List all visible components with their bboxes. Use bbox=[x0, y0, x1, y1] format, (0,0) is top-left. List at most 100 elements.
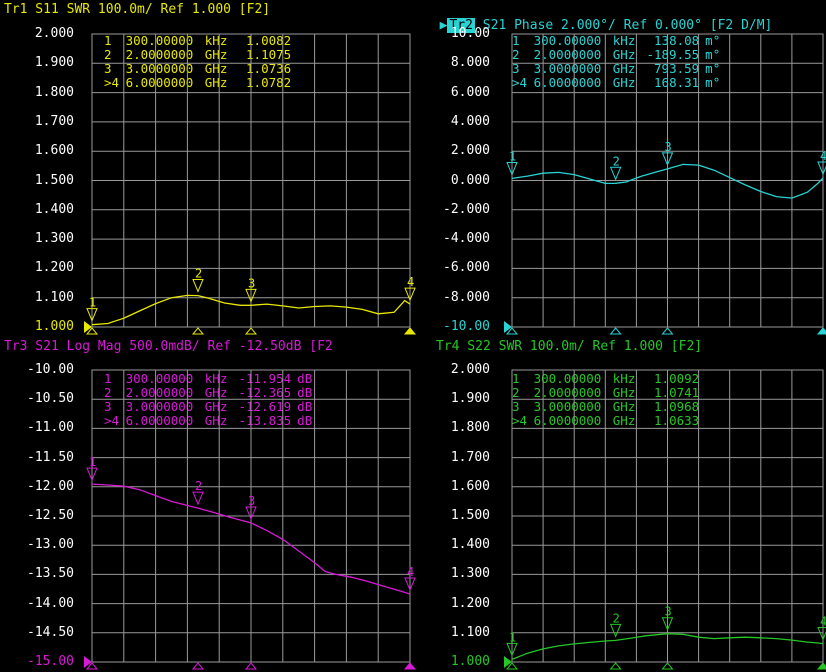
marker-row: 1 300.00000 kHz -11.954 dB bbox=[104, 372, 312, 386]
marker-vunit: m° bbox=[705, 47, 721, 62]
marker-label: 1 bbox=[509, 630, 516, 644]
marker-value: -13.835 bbox=[238, 413, 292, 428]
marker-num: 1 bbox=[104, 371, 112, 386]
tr2-active-indicator-icon: ▶ bbox=[439, 18, 448, 33]
y-tick-label: 1.800 bbox=[34, 84, 74, 100]
marker-triangle-icon bbox=[506, 161, 518, 176]
marker-unit: GHz bbox=[204, 413, 228, 428]
stimulus-marker-icon bbox=[191, 327, 205, 335]
stimulus-marker-icon bbox=[403, 327, 417, 335]
marker-unit: GHz bbox=[204, 61, 228, 76]
marker-freq: 2.0000000 bbox=[533, 385, 602, 400]
y-tick-label: 6.000 bbox=[450, 84, 490, 100]
marker-num: 3 bbox=[104, 61, 112, 76]
tr4-title[interactable]: Tr4 S22 SWR 100.0m/ Ref 1.000 [F2] bbox=[436, 339, 703, 354]
marker-num: 2 bbox=[512, 47, 520, 62]
y-tick-label: 1.500 bbox=[450, 508, 490, 523]
reference-arrow-icon bbox=[504, 321, 512, 333]
marker-triangle-icon bbox=[817, 627, 826, 641]
tr2-title-text: S21 Phase 2.000°/ Ref 0.000° [F2 D/M] bbox=[474, 18, 773, 33]
y-tick-label: -11.00 bbox=[27, 420, 74, 436]
marker-freq: 3.0000000 bbox=[125, 399, 194, 414]
marker-freq: 6.0000000 bbox=[125, 413, 194, 428]
marker-label: 2 bbox=[195, 267, 202, 281]
marker-vunit: dB bbox=[297, 399, 313, 414]
marker-freq: 6.0000000 bbox=[533, 75, 602, 90]
y-tick-label: 1.700 bbox=[34, 113, 74, 129]
marker-triangle-icon bbox=[245, 506, 257, 521]
stimulus-marker-icon bbox=[816, 662, 826, 670]
marker-label: 2 bbox=[195, 479, 202, 493]
marker-triangle-icon bbox=[506, 642, 518, 657]
marker-triangle-icon bbox=[661, 617, 674, 632]
y-tick-label: -12.50 bbox=[27, 508, 74, 523]
marker-num: >4 bbox=[104, 75, 120, 90]
marker-value: -12.365 bbox=[238, 385, 292, 400]
tr1-title[interactable]: Tr1 S11 SWR 100.0m/ Ref 1.000 [F2] bbox=[4, 2, 271, 17]
marker-unit: kHz bbox=[612, 33, 636, 48]
y-tick-label: -8.000 bbox=[443, 289, 490, 305]
marker-unit: GHz bbox=[612, 385, 636, 400]
marker-triangle-icon bbox=[192, 491, 204, 506]
y-tick-label: -15.00 bbox=[27, 654, 74, 669]
tr3-title[interactable]: Tr3 S21 Log Mag 500.0mdB/ Ref -12.50dB [… bbox=[4, 339, 333, 354]
y-tick-label: -13.50 bbox=[27, 566, 74, 582]
marker-label: 1 bbox=[89, 455, 96, 469]
marker-label: 1 bbox=[509, 149, 516, 163]
marker-num: 2 bbox=[104, 385, 112, 400]
marker-value: 1.1075 bbox=[246, 47, 292, 62]
marker-unit: GHz bbox=[612, 47, 636, 62]
y-tick-label: 1.700 bbox=[450, 449, 490, 465]
marker-vunit: m° bbox=[705, 75, 721, 90]
y-tick-label: 1.000 bbox=[34, 319, 74, 334]
marker-label: 4 bbox=[820, 615, 826, 629]
tr2-title[interactable]: ▶ Tr2 S21 Phase 2.000°/ Ref 0.000° [F2 D/… bbox=[424, 2, 772, 34]
marker-unit: GHz bbox=[612, 399, 636, 414]
marker-triangle-icon bbox=[404, 577, 416, 592]
marker-num: 1 bbox=[512, 371, 520, 386]
y-tick-label: -6.000 bbox=[443, 260, 490, 276]
marker-unit: kHz bbox=[204, 371, 228, 386]
marker-value: 138.08 bbox=[654, 33, 700, 48]
y-tick-label: -10.00 bbox=[443, 319, 490, 334]
marker-unit: GHz bbox=[612, 75, 636, 90]
marker-unit: GHz bbox=[204, 47, 228, 62]
y-tick-label: 1.000 bbox=[450, 654, 490, 669]
marker-label: 1 bbox=[89, 296, 96, 310]
marker-value: -11.954 bbox=[238, 371, 292, 386]
marker-freq: 300.00000 bbox=[125, 33, 194, 48]
marker-label: 2 bbox=[613, 611, 620, 625]
trace-line bbox=[511, 633, 824, 661]
marker-vunit: m° bbox=[705, 61, 721, 76]
y-tick-label: 1.100 bbox=[450, 624, 490, 640]
marker-unit: kHz bbox=[612, 371, 636, 386]
marker-value: -12.619 bbox=[238, 399, 292, 414]
stimulus-marker-icon bbox=[244, 662, 258, 670]
y-tick-label: 8.000 bbox=[450, 55, 490, 71]
marker-num: 3 bbox=[512, 61, 520, 76]
stimulus-marker-icon bbox=[661, 662, 674, 670]
marker-num: >4 bbox=[104, 413, 120, 428]
marker-freq: 2.0000000 bbox=[533, 47, 602, 62]
marker-freq: 3.0000000 bbox=[533, 399, 602, 414]
tr1-marker-table: 1 300.00000 kHz 1.0082 2 2.0000000 GHz 1.1075 3 3… bbox=[104, 34, 297, 90]
stimulus-marker-icon bbox=[661, 327, 674, 335]
y-tick-label: 10.00 bbox=[450, 26, 490, 41]
y-tick-label: 2.000 bbox=[450, 362, 490, 377]
marker-row: 1 300.00000 kHz 1.0082 bbox=[104, 34, 297, 48]
y-tick-label: 1.400 bbox=[450, 537, 490, 553]
marker-num: >4 bbox=[512, 413, 528, 428]
marker-row: 1 300.00000 kHz 138.08 m° bbox=[512, 34, 720, 48]
stimulus-marker-icon bbox=[609, 662, 622, 670]
marker-label: 3 bbox=[248, 276, 255, 290]
marker-unit: GHz bbox=[204, 399, 228, 414]
trace-line bbox=[91, 294, 411, 326]
marker-row: 3 3.0000000 GHz 793.59 m° bbox=[512, 62, 720, 76]
y-tick-label: -11.50 bbox=[27, 449, 74, 465]
marker-label: 3 bbox=[664, 605, 671, 619]
y-tick-label: 1.500 bbox=[34, 172, 74, 188]
marker-row: 2 2.0000000 GHz -189.55 m° bbox=[512, 48, 720, 62]
y-tick-label: -10.50 bbox=[27, 391, 74, 407]
y-tick-label: 1.400 bbox=[34, 201, 74, 217]
marker-unit: GHz bbox=[612, 413, 636, 428]
